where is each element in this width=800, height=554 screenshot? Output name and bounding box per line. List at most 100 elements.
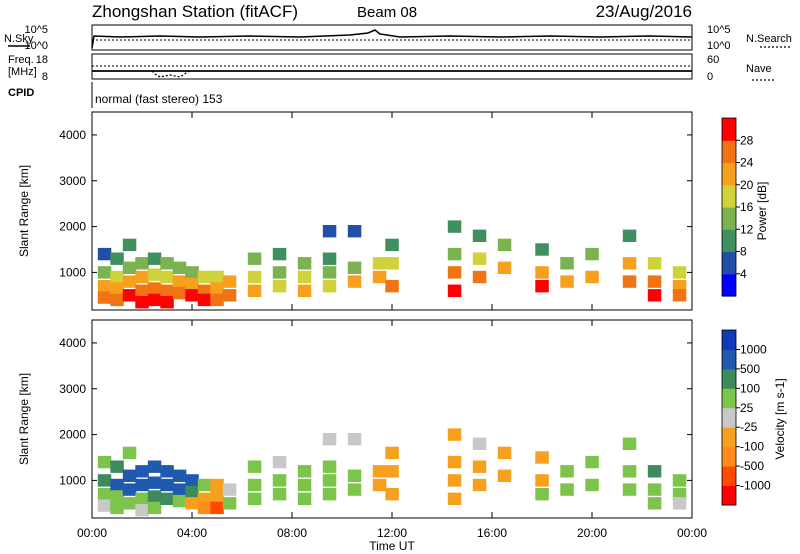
power-cell [622,229,637,242]
velocity-cell [147,460,162,473]
power-cell [97,291,112,304]
velocity-cell [372,465,387,478]
cpid-row: CPID normal (fast stereo) 153 [8,82,223,108]
power-cell [322,252,337,265]
x-tick-label: 16:00 [477,526,507,540]
velocity-cell [297,465,312,478]
y-tick-label: 1000 [59,473,86,487]
power-cell [347,275,362,288]
velocity-cell [585,478,599,492]
power-colorbar-swatch [722,229,736,253]
velocity-cell [210,501,224,515]
velocity-cell [560,483,574,496]
velocity-cell [347,433,362,446]
power-cell [297,284,312,297]
power-cell [585,270,599,284]
nave-tick-bottom: 0 [707,71,713,83]
velocity-cell [135,492,149,505]
velocity-cell [247,492,262,505]
power-cell [172,286,187,300]
velocity-cell [135,478,149,492]
velocity-colorbar-swatch [722,466,736,486]
velocity-cell [297,492,312,505]
power-cell [172,275,187,288]
velocity-cell [322,460,337,473]
velocity-cell [185,497,199,510]
power-cell [322,225,337,238]
velocity-cell [622,465,637,478]
velocity-y-ticks: 1000 2000 3000 4000 [59,336,692,487]
power-cell [160,270,174,284]
power-cell [647,289,662,302]
power-cell [272,247,287,261]
power-cell [247,284,262,297]
velocity-cell [322,488,337,501]
power-cell [110,293,124,307]
noise-left-label: N.Sky [4,33,34,45]
power-cell [497,238,512,252]
velocity-cell [97,455,112,469]
y-tick-label: 2000 [59,220,86,234]
noise-right-label: N.Search [746,33,792,45]
x-tick-label: 00:00 [77,526,107,540]
y-tick-label: 3000 [59,382,86,396]
velocity-colorbar-swatch [722,349,736,370]
velocity-cell [497,469,512,482]
power-cell [322,266,337,279]
velocity-cell [110,460,124,473]
power-cell [322,280,337,293]
velocity-cell [372,478,387,492]
velocity-cell [210,478,224,492]
power-cell [135,270,149,284]
power-cell [535,280,549,293]
power-cell [447,247,462,261]
power-y-ticks: 1000 2000 3000 4000 [59,128,692,279]
beam-label: Beam 08 [357,4,417,21]
power-cell [297,270,312,284]
power-cell [160,257,174,270]
power-cell [372,257,387,270]
velocity-cell [185,485,199,499]
velocity-cell [122,469,137,482]
power-colorbar-tick-label: 16 [740,200,754,214]
velocity-cell [210,490,224,503]
velocity-colorbar-tick-label: 100 [740,381,760,395]
velocity-colorbar-tick-label: -1000 [740,479,771,493]
power-colorbar-swatch [722,184,736,208]
velocity-cell [447,492,462,505]
power-cell [197,270,212,284]
power-colorbar-tick-label: 24 [740,156,754,170]
power-cell [122,261,137,274]
power-cell [385,238,399,252]
power-cell [97,280,112,293]
velocity-cell [172,469,187,482]
velocity-colorbar-tick-label: -100 [740,440,764,454]
power-cell [222,275,237,288]
velocity-cell [472,478,487,492]
noise-left-tick-top: 10^5 [24,24,48,36]
velocity-cell [247,460,262,473]
velocity-panel: 1000 2000 3000 4000 Slant Range [km] [17,319,693,519]
velocity-cell [122,446,137,460]
velocity-cell [622,483,637,496]
x-tick-label: 04:00 [177,526,207,540]
velocity-cell [222,497,237,510]
power-cell [272,280,287,293]
velocity-cell [272,474,287,487]
velocity-cell [472,460,487,473]
velocity-cell [272,488,287,501]
velocity-cell [322,433,337,446]
power-cell [97,266,112,279]
velocity-cell [297,478,312,492]
power-panel: 1000 2000 3000 4000 Slant Range [km] [17,111,693,311]
velocity-cell [97,499,112,512]
velocity-cell [110,478,124,492]
power-cell [172,261,187,274]
x-tick-label: 00:00 [677,526,707,540]
power-cell [622,257,637,270]
velocity-cell [560,465,574,478]
power-cell [122,275,137,288]
power-cell [272,266,287,279]
freq-panel: Freq. [MHz] 18 8 Nave 60 0 [8,53,775,83]
x-axis-label: Time UT [369,539,415,553]
